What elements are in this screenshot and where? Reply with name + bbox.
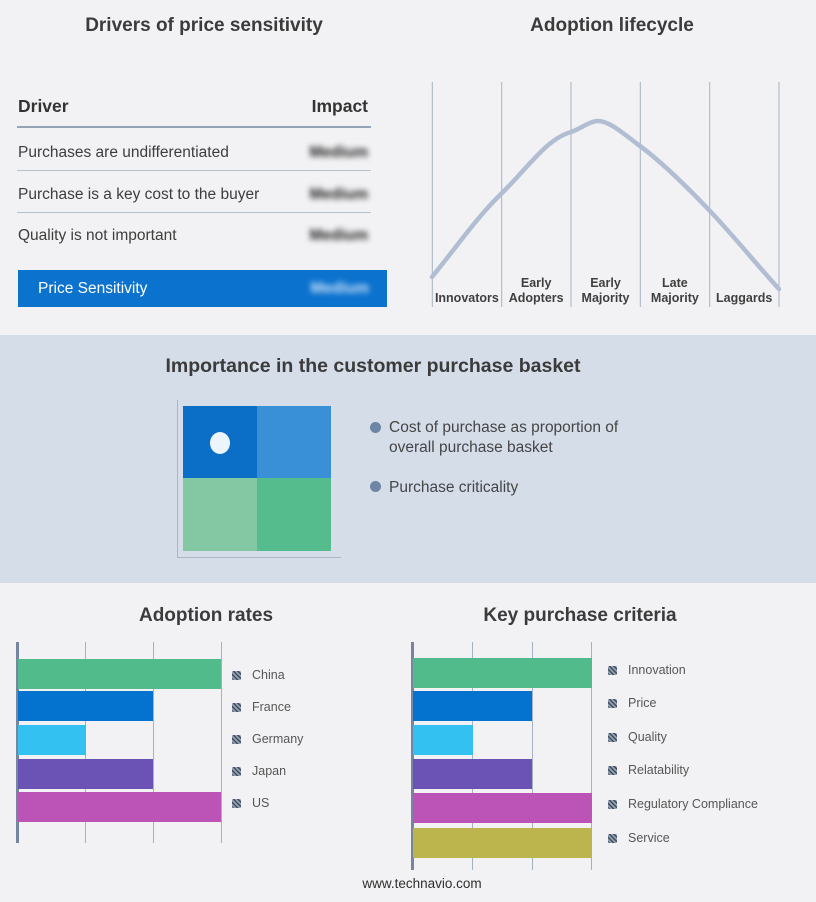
bullet-icon [370, 481, 381, 492]
stage-label-late-majority: Late Majority [650, 276, 699, 305]
legend-item-price: Price [608, 696, 656, 710]
criteria-axis [411, 642, 414, 870]
legend-label: US [252, 796, 270, 810]
legend-label: Service [628, 831, 670, 845]
quadrant-x-axis [177, 557, 341, 558]
legend-item-china: China [232, 668, 285, 682]
table-header-rule [17, 126, 371, 128]
hatch-swatch-icon [608, 799, 617, 809]
stage-label-early-adopters: Early Adopters [508, 276, 564, 305]
legend-label: Relatability [628, 763, 690, 777]
adoption-rates-axis [16, 642, 19, 843]
table-row: Purchase is a key cost to the buyer [18, 186, 260, 203]
bullet-line: Cost of purchase as proportion of [389, 419, 619, 436]
bar-china [18, 659, 222, 689]
quadrant-top-left [183, 406, 257, 478]
row-divider [17, 170, 371, 171]
quadrant-y-axis [177, 400, 178, 558]
legend-item-france: France [232, 700, 291, 714]
legend-item-innovation: Innovation [608, 663, 686, 677]
gridline [532, 642, 533, 870]
quadrant-top-right [257, 406, 331, 478]
legend-label: Germany [252, 732, 304, 746]
price-sensitivity-summary-bar: Price Sensitivity Medium [18, 270, 387, 307]
bullet-item: Purchase criticality [389, 478, 649, 498]
bullet-item: Cost of purchase as proportion of overal… [389, 418, 649, 457]
legend-item-germany: Germany [232, 732, 303, 746]
legend-label: Japan [252, 764, 287, 778]
legend-label: Price [628, 696, 657, 710]
quadrant-bottom-right [257, 478, 331, 551]
column-header-driver: Driver [18, 96, 69, 116]
bar-innovation [413, 658, 592, 688]
bar-regulatory-compliance [413, 793, 592, 823]
hatch-swatch-icon [608, 732, 617, 742]
hatch-swatch-icon [608, 665, 617, 675]
hatch-swatch-icon [232, 798, 241, 808]
key-purchase-criteria-title: Key purchase criteria [483, 605, 677, 626]
impact-value-blurred: Medium [309, 227, 368, 244]
lifecycle-panel-title: Adoption lifecycle [530, 15, 694, 36]
legend-label: China [252, 668, 285, 682]
bar-price [413, 691, 532, 721]
gridline [221, 642, 222, 843]
bar-japan [18, 759, 154, 789]
hatch-swatch-icon [608, 698, 617, 708]
gridline [472, 642, 473, 870]
legend-item-japan: Japan [232, 764, 286, 778]
legend-label: France [252, 700, 291, 714]
legend-item-regulatory-compliance: Regulatory Compliance [608, 797, 758, 811]
basket-panel-title: Importance in the customer purchase bask… [165, 355, 581, 377]
table-row: Purchases are undifferentiated [18, 144, 229, 161]
bullet-icon [370, 422, 381, 433]
hatch-swatch-icon [608, 765, 617, 775]
adoption-rates-title: Adoption rates [138, 605, 274, 626]
hatch-swatch-icon [608, 833, 617, 843]
quadrant-bottom-left [183, 478, 257, 551]
hatch-swatch-icon [232, 766, 241, 776]
website-url: www.technavio.com [362, 876, 482, 891]
bar-service [413, 828, 592, 858]
stage-label-innovators: Innovators [434, 291, 499, 305]
hatch-swatch-icon [232, 702, 241, 712]
legend-item-quality: Quality [608, 730, 667, 744]
adoption-lifecycle-chart [429, 82, 782, 307]
legend-label: Regulatory Compliance [628, 797, 758, 811]
bar-us [18, 792, 222, 822]
bar-quality [413, 725, 473, 755]
price-sensitivity-label: Price Sensitivity [38, 279, 148, 297]
gridline [153, 642, 154, 843]
impact-value-blurred: Medium [309, 186, 368, 203]
legend-label: Quality [628, 730, 667, 744]
row-divider [17, 212, 371, 213]
legend-label: Innovation [628, 663, 686, 677]
column-header-impact: Impact [311, 96, 368, 116]
impact-value-blurred: Medium [310, 279, 369, 297]
hatch-swatch-icon [232, 734, 241, 744]
legend-item-relatability: Relatability [608, 763, 689, 777]
bar-germany [18, 725, 86, 755]
purchase-basket-quadrant [183, 406, 331, 551]
table-row: Quality is not important [18, 227, 177, 244]
legend-item-service: Service [608, 831, 670, 845]
bar-france [18, 691, 154, 721]
lifecycle-gridlines [431, 82, 780, 307]
bullet-line: Purchase criticality [389, 479, 519, 496]
legend-item-us: US [232, 796, 269, 810]
stage-label-laggards: Laggards [716, 291, 773, 305]
gridline [591, 642, 592, 870]
drivers-panel-title: Drivers of price sensitivity [85, 15, 323, 36]
purchase-basket-band [0, 335, 816, 583]
bar-relatability [413, 759, 532, 789]
hatch-swatch-icon [232, 670, 241, 680]
bell-curve [429, 118, 782, 292]
stage-label-early-majority: Early Majority [581, 276, 630, 305]
position-marker-dot [210, 432, 230, 454]
impact-value-blurred: Medium [309, 144, 368, 161]
bullet-line: overall purchase basket [389, 438, 553, 456]
